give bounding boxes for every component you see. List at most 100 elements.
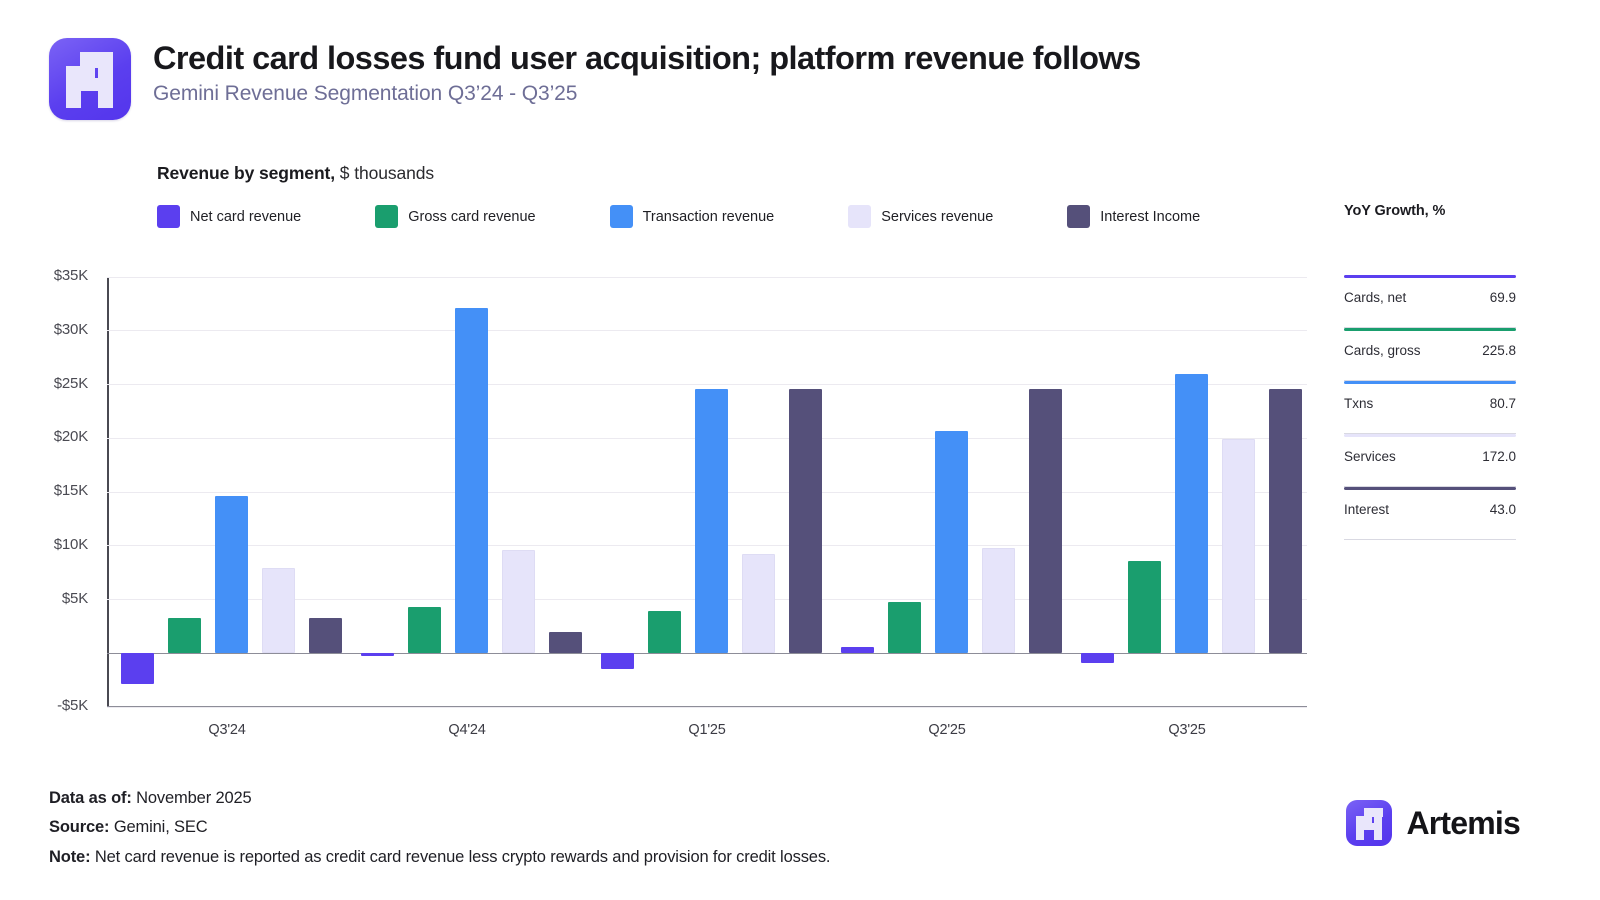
yoy-row: Txns 80.7 — [1344, 381, 1516, 434]
chart-plot-area: $35K $30K $25K $20K $15K $10K $5K -$5K Q3'24 Q4'2… — [54, 267, 1307, 738]
legend-item-interest-income[interactable]: Interest Income — [1067, 205, 1200, 228]
yoy-divider — [1344, 539, 1516, 540]
bar[interactable] — [1268, 388, 1302, 654]
zero-line — [107, 652, 1307, 654]
yoy-value: 225.8 — [1482, 343, 1516, 358]
chart-axis-title-light: $ thousands — [335, 163, 435, 183]
y-axis-tick-label: -$5K — [57, 697, 88, 714]
yoy-row: Services 172.0 — [1344, 434, 1516, 487]
footer-source-label: Source: — [49, 818, 110, 837]
y-axis-tick-label: $35K — [53, 267, 88, 284]
y-axis-tick-label: $30K — [53, 320, 88, 338]
yoy-color-rule — [1344, 275, 1516, 278]
footer-data-as-of: Data as of: November 2025 — [49, 784, 830, 813]
yoy-value: 69.9 — [1489, 290, 1516, 305]
x-axis-line — [107, 705, 1307, 707]
yoy-growth-panel: YoY Growth, % Cards, net 69.9 Cards, gross… — [1344, 203, 1516, 540]
footer-source-value: Gemini, SEC — [109, 818, 208, 837]
yoy-color-rule — [1344, 434, 1516, 437]
bar[interactable] — [1028, 388, 1062, 654]
gridline — [107, 330, 1307, 332]
bar[interactable] — [261, 568, 295, 654]
bar[interactable] — [1080, 653, 1114, 663]
yoy-label: Cards, net — [1344, 290, 1407, 305]
yoy-label: Interest — [1344, 502, 1390, 517]
legend-swatch-icon — [1067, 205, 1091, 228]
yoy-divider — [1344, 486, 1516, 487]
yoy-row: Cards, net 69.9 — [1344, 275, 1516, 328]
yoy-label: Cards, gross — [1344, 343, 1421, 358]
bar[interactable] — [788, 388, 822, 654]
chart-legend: Net card revenue Gross card revenue Transa… — [157, 205, 1200, 228]
footer-notes: Data as of: November 2025 Source: Gemini… — [49, 784, 831, 872]
page-header: Credit card losses fund user acquisition… — [49, 38, 1141, 120]
bar[interactable] — [501, 550, 535, 654]
bar[interactable] — [741, 554, 775, 654]
legend-item-gross-card-revenue[interactable]: Gross card revenue — [375, 205, 536, 228]
bar[interactable] — [1174, 373, 1208, 654]
x-axis-tick-label: Q3'25 — [1168, 722, 1206, 738]
legend-swatch-icon — [375, 205, 399, 228]
x-axis-tick-label: Q3'24 — [208, 722, 246, 738]
yoy-panel-title: YoY Growth, % — [1344, 203, 1446, 219]
y-axis-tick-label: $20K — [53, 428, 88, 446]
yoy-value: 43.0 — [1489, 502, 1516, 517]
legend-label: Gross card revenue — [408, 208, 536, 225]
gridline — [107, 276, 1307, 278]
footer-data-as-of-label: Data as of: — [49, 789, 132, 807]
bar[interactable] — [694, 388, 728, 654]
yoy-label: Services — [1344, 449, 1396, 464]
x-axis-tick-label: Q4'24 — [448, 722, 486, 738]
chart-axis-title-bold: Revenue by segment, — [157, 163, 336, 183]
yoy-value: 80.7 — [1489, 396, 1516, 411]
yoy-rows: Cards, net 69.9 Cards, gross 225.8 Txns 80.7 S… — [1344, 275, 1516, 540]
y-axis-tick-label: $5K — [61, 589, 88, 607]
yoy-color-rule — [1344, 328, 1516, 331]
bar[interactable] — [360, 653, 394, 657]
footer-brand-name: Artemis — [1406, 804, 1520, 841]
yoy-color-rule — [1344, 487, 1516, 490]
artemis-logo-icon — [49, 38, 131, 120]
legend-swatch-icon — [157, 205, 180, 228]
bar[interactable] — [1127, 560, 1161, 654]
yoy-divider — [1344, 433, 1516, 434]
bar[interactable] — [887, 601, 921, 654]
bar[interactable] — [981, 547, 1015, 654]
y-axis-tick-label: $25K — [53, 374, 88, 392]
bar[interactable] — [214, 496, 248, 654]
yoy-color-rule — [1344, 381, 1516, 384]
bar[interactable] — [120, 653, 154, 685]
bar[interactable] — [167, 617, 201, 654]
bar[interactable] — [840, 646, 874, 654]
yoy-divider — [1344, 327, 1516, 328]
legend-item-net-card-revenue[interactable]: Net card revenue — [157, 205, 301, 228]
y-axis-tick-label: $10K — [53, 535, 88, 553]
legend-item-transaction-revenue[interactable]: Transaction revenue — [609, 205, 775, 228]
page-subtitle: Gemini Revenue Segmentation Q3’24 - Q3’2… — [153, 82, 578, 106]
legend-label: Net card revenue — [190, 208, 302, 225]
bar[interactable] — [934, 430, 968, 654]
legend-label: Interest Income — [1100, 208, 1201, 225]
footer-data-as-of-value: November 2025 — [131, 789, 252, 807]
bar[interactable] — [308, 617, 342, 654]
footer-brand: Artemis — [1346, 800, 1521, 846]
bar[interactable] — [600, 653, 634, 670]
yoy-label: Txns — [1344, 396, 1374, 411]
bar[interactable] — [647, 611, 681, 654]
x-axis-tick-label: Q1'25 — [688, 722, 726, 738]
legend-label: Transaction revenue — [642, 208, 775, 225]
yoy-row: Cards, gross 225.8 — [1344, 328, 1516, 381]
legend-swatch-icon — [609, 205, 633, 228]
yoy-divider — [1344, 380, 1516, 381]
legend-label: Services revenue — [881, 208, 994, 225]
page-title: Credit card losses fund user acquisition… — [153, 40, 1141, 76]
bar[interactable] — [407, 607, 441, 654]
bar[interactable] — [1221, 439, 1255, 654]
footer-source: Source: Gemini, SEC — [49, 813, 830, 842]
legend-item-services-revenue[interactable]: Services revenue — [848, 205, 993, 228]
artemis-logo-icon — [1346, 800, 1393, 846]
gridline — [107, 384, 1307, 385]
bar[interactable] — [548, 631, 582, 654]
bar[interactable] — [454, 308, 488, 654]
